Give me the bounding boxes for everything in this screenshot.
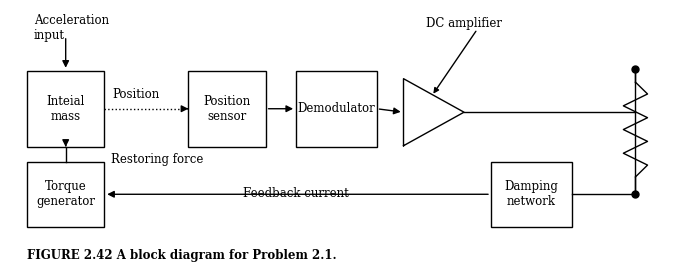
Text: FIGURE 2.42 A block diagram for Problem 2.1.: FIGURE 2.42 A block diagram for Problem …: [27, 249, 337, 262]
Text: Acceleration
input: Acceleration input: [34, 14, 109, 42]
Text: Damping
network: Damping network: [504, 180, 558, 208]
Bar: [27, 162, 104, 227]
Bar: [296, 71, 377, 147]
Text: Position
sensor: Position sensor: [204, 95, 250, 123]
Text: DC amplifier: DC amplifier: [426, 17, 502, 30]
Text: Demodulator: Demodulator: [298, 102, 375, 115]
Text: Torque
generator: Torque generator: [36, 180, 95, 208]
Text: Feedback current: Feedback current: [243, 187, 348, 200]
Text: Position: Position: [113, 88, 160, 101]
Text: Restoring force: Restoring force: [111, 153, 204, 166]
Bar: [491, 162, 571, 227]
Bar: [189, 71, 265, 147]
Text: Inteial
mass: Inteial mass: [47, 95, 85, 123]
Bar: [27, 71, 104, 147]
